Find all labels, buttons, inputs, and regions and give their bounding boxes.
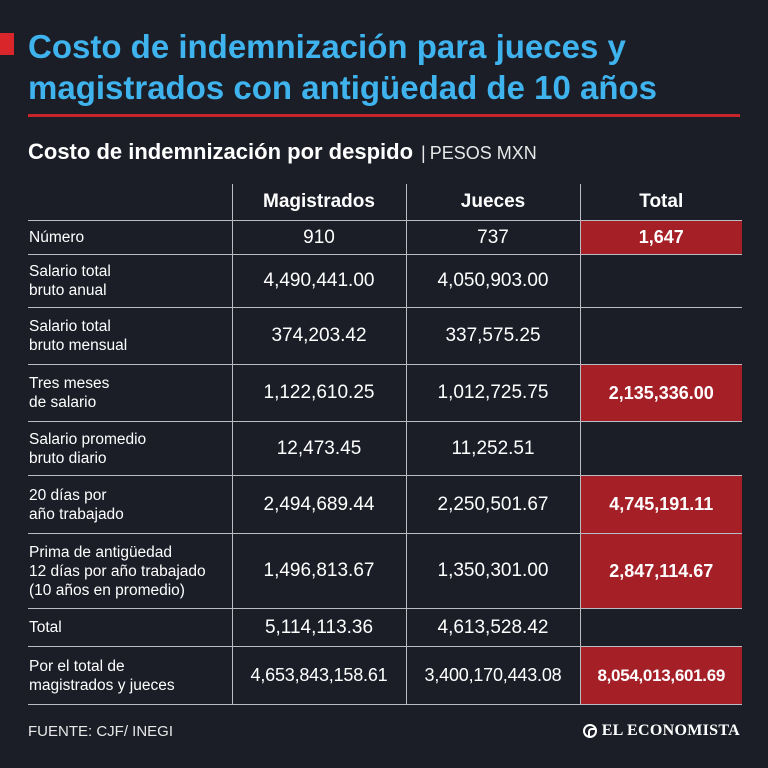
cell-total: 1,647 bbox=[579, 220, 742, 255]
page-title: Costo de indemnización para jueces y mag… bbox=[28, 28, 657, 106]
row-label: 20 días por año trabajado bbox=[28, 475, 232, 534]
table-row: Por el total de magistrados y jueces 4,65… bbox=[28, 646, 742, 705]
cell-total bbox=[579, 307, 742, 365]
header-magistrados: Magistrados bbox=[231, 184, 406, 221]
cell-magistrados: 4,490,441.00 bbox=[231, 254, 406, 308]
cell-jueces: 1,350,301.00 bbox=[405, 533, 580, 609]
cell-jueces: 4,613,528.42 bbox=[405, 608, 580, 647]
row-label: Total bbox=[28, 608, 232, 647]
brand-name: EL ECONOMISTA bbox=[601, 722, 740, 739]
cell-total: 4,745,191.11 bbox=[579, 475, 742, 534]
cell-total bbox=[579, 608, 742, 647]
cell-magistrados: 1,122,610.25 bbox=[231, 364, 406, 422]
cell-total: 8,054,013,601.69 bbox=[579, 646, 742, 705]
cell-total: 2,135,336.00 bbox=[579, 364, 742, 422]
table-row: Tres meses de salario 1,122,610.25 1,012,7… bbox=[28, 364, 742, 422]
row-label: Salario promedio bruto diario bbox=[28, 421, 232, 476]
source-note: FUENTE: CJF/ INEGI bbox=[28, 723, 174, 740]
cell-magistrados: 12,473.45 bbox=[231, 421, 406, 476]
table-header-row: Magistrados Jueces Total bbox=[28, 184, 742, 221]
cell-jueces: 1,012,725.75 bbox=[405, 364, 580, 422]
row-label: Tres meses de salario bbox=[28, 364, 232, 422]
header-blank bbox=[28, 184, 232, 221]
row-label: Salario total bruto anual bbox=[28, 254, 232, 308]
cell-jueces: 337,575.25 bbox=[405, 307, 580, 365]
cell-magistrados: 2,494,689.44 bbox=[231, 475, 406, 534]
cell-jueces: 4,050,903.00 bbox=[405, 254, 580, 308]
cell-magistrados: 910 bbox=[231, 220, 406, 255]
title-divider bbox=[28, 114, 740, 117]
table-row: Prima de antigüedad 12 días por año trab… bbox=[28, 533, 742, 609]
table-row: Total 5,114,113.36 4,613,528.42 bbox=[28, 608, 742, 647]
header-total: Total bbox=[579, 184, 742, 221]
unit-label: PESOS MXN bbox=[429, 143, 537, 163]
cell-total: 2,847,114.67 bbox=[579, 533, 742, 609]
cell-jueces: 3,400,170,443.08 bbox=[405, 646, 580, 705]
table-row: Salario promedio bruto diario 12,473.45 11… bbox=[28, 421, 742, 476]
subtitle-separator: | bbox=[421, 143, 426, 163]
table-subtitle: Costo de indemnización por despido | PESOS… bbox=[28, 139, 537, 165]
table-row: Número 910 737 1,647 bbox=[28, 220, 742, 255]
cell-total bbox=[579, 421, 742, 476]
brand-logo: EL ECONOMISTA bbox=[582, 722, 740, 740]
cell-jueces: 737 bbox=[405, 220, 580, 255]
table-body: Número 910 737 1,647 Salario total bruto anu… bbox=[28, 220, 742, 705]
cell-magistrados: 5,114,113.36 bbox=[231, 608, 406, 647]
row-label: Por el total de magistrados y jueces bbox=[28, 646, 232, 705]
row-label: Prima de antigüedad 12 días por año trab… bbox=[28, 533, 232, 609]
title-accent-bar bbox=[0, 33, 14, 55]
row-label: Número bbox=[28, 220, 232, 255]
cell-magistrados: 4,653,843,158.61 bbox=[231, 646, 406, 705]
table-row: Salario total bruto anual 4,490,441.00 4,0… bbox=[28, 254, 742, 308]
economista-logo-icon bbox=[582, 724, 597, 738]
cell-total bbox=[579, 254, 742, 308]
cell-magistrados: 374,203.42 bbox=[231, 307, 406, 365]
header-jueces: Jueces bbox=[405, 184, 580, 221]
subtitle-text: Costo de indemnización por despido bbox=[28, 139, 414, 164]
table-row: 20 días por año trabajado 2,494,689.44 2,2… bbox=[28, 475, 742, 534]
cell-jueces: 11,252.51 bbox=[405, 421, 580, 476]
cell-magistrados: 1,496,813.67 bbox=[231, 533, 406, 609]
table-row: Salario total bruto mensual 374,203.42 337… bbox=[28, 307, 742, 365]
indemnization-table: Magistrados Jueces Total Número 910 737 1,6… bbox=[28, 184, 742, 705]
row-label: Salario total bruto mensual bbox=[28, 307, 232, 365]
cell-jueces: 2,250,501.67 bbox=[405, 475, 580, 534]
